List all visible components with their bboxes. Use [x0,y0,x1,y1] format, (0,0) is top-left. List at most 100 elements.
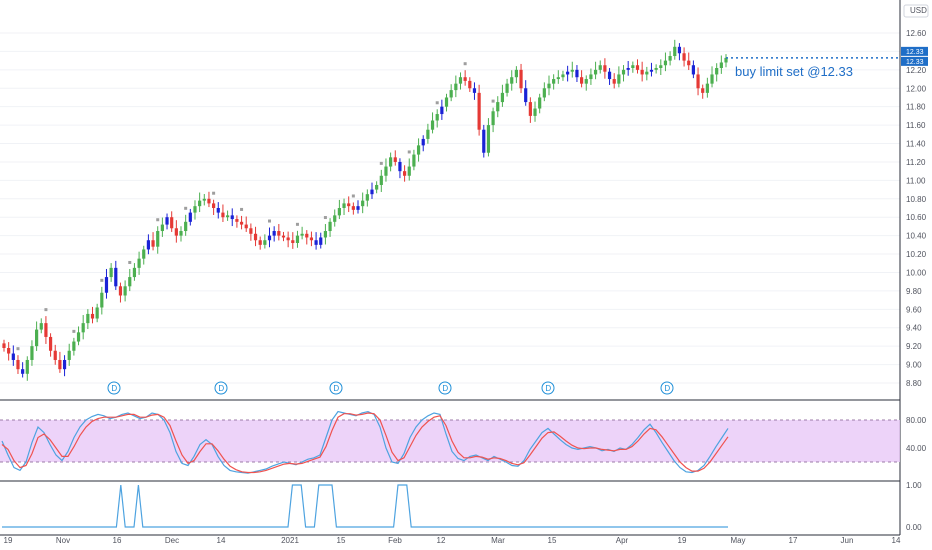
candle-body [11,353,15,360]
candle-body [356,206,360,210]
signal-dot [491,99,495,103]
price-tick-label: 10.40 [906,232,927,241]
candle-body [342,203,346,208]
candle-body [156,231,160,247]
x-tick-label: 14 [892,536,901,545]
dividend-marker [660,381,674,395]
candle-body [659,65,663,68]
candle-body [314,240,318,245]
candle-body [640,69,644,75]
candle-body [216,208,220,213]
candle-body [430,120,435,130]
price-tick-label: 10.00 [906,268,927,277]
candle-body [570,69,574,72]
candle-body [524,88,528,103]
candle-body [444,97,449,107]
candle-body [291,240,295,243]
signal-dot [240,207,244,211]
candle-body [225,215,230,218]
dividend-marker [107,381,121,395]
dividend-label: D [664,384,670,393]
dividend-marker [541,381,555,395]
signal-line [2,484,728,528]
candle-body [21,369,25,374]
candle-body [7,348,11,354]
candle-body [649,69,654,72]
candle-body [528,102,532,116]
candle-body [272,231,276,236]
price-tag-bg [901,46,928,56]
candle-body [533,108,537,116]
candle-body [482,129,486,153]
candle-body [589,74,593,80]
candle-body [566,71,570,75]
candle-body [593,69,598,75]
candle-body [263,240,267,245]
candle-body [123,286,127,296]
candle-body [207,198,211,204]
candle-body [67,350,71,360]
candle-body [626,68,630,70]
candle-body [277,231,281,236]
candle-body [379,175,383,185]
candle-body [16,359,20,370]
stochastic-tick-label: 80.00 [906,416,927,425]
candle-body [118,286,123,296]
candle-body [407,166,411,176]
candle-body [584,79,588,84]
candle-body [53,350,57,360]
candle-body [170,217,174,229]
signal-dot [72,329,76,333]
candle-body [351,206,355,210]
signal-dot [212,191,216,195]
candle-body [319,237,323,245]
candle-body [435,114,439,121]
price-tick-label: 11.60 [906,121,926,130]
candle-body [230,215,234,220]
candle-body [561,74,565,78]
candle-body [687,60,691,66]
signal-dot [16,347,20,351]
price-tick-label: 12.60 [906,29,927,38]
candle-body [305,233,309,238]
candle-body [631,65,635,68]
signal-tick-label: 0.00 [906,523,922,532]
price-tick-label: 11.20 [906,158,926,167]
candle-body [179,231,183,236]
dividend-marker [438,381,452,395]
candle-body [35,329,39,347]
candle-body [202,198,206,201]
dividend-marker [329,381,343,395]
currency-label: USD [910,6,927,15]
candle-body [361,200,365,207]
candle-body [710,74,714,84]
signal-dot [44,308,48,312]
x-tick-label: 15 [548,536,557,545]
candle-body [337,208,341,216]
candle-body [612,79,616,84]
candle-body [416,145,421,155]
candle-body [458,77,463,84]
candle-body [542,88,546,98]
candle-body [323,231,328,238]
dividend-label: D [545,384,551,393]
price-tag-label: 12.33 [906,59,924,66]
x-tick-label: Nov [56,536,70,545]
candle-body [402,171,407,176]
dividend-label: D [442,384,448,393]
candle-body [547,83,551,89]
candle-body [188,212,192,222]
x-tick-label: 15 [337,536,346,545]
candle-body [510,77,514,84]
candle-body [25,359,29,374]
candle-body [701,88,705,93]
price-tag-label: 12.33 [906,49,924,56]
candle-body [86,313,90,324]
candle-body [705,83,709,93]
candle-body [724,57,728,63]
candle-body [645,71,649,75]
candle-body [682,53,686,61]
candle-body [519,69,523,89]
candle-body [696,74,700,89]
